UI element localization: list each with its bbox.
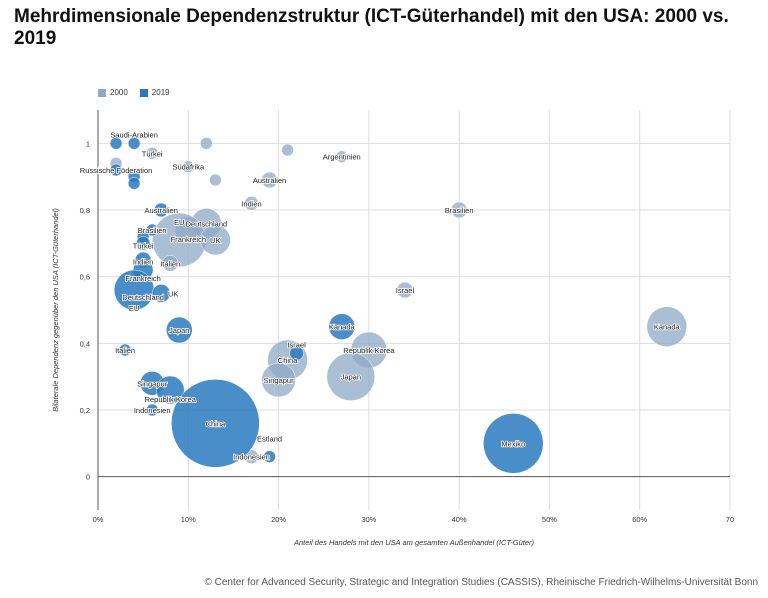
- x-tick-label: 20%: [271, 515, 286, 524]
- bubble-label: Republik Korea: [343, 346, 395, 355]
- bubble-label: Frankreich: [125, 274, 160, 283]
- bubble-label: China: [206, 419, 226, 428]
- bubble-2019: [483, 413, 544, 474]
- bubble-2000: [261, 171, 278, 189]
- legend-label-2019: 2019: [151, 88, 170, 97]
- bubble-label: Italien: [160, 259, 180, 268]
- x-tick-label: 70: [726, 515, 734, 524]
- bubble-label: Indonesien: [134, 406, 171, 415]
- bubble-label: UK: [210, 236, 220, 245]
- bubble-2019: [155, 375, 185, 405]
- bubble-2019: [289, 346, 304, 361]
- legend-swatch-2000: [98, 88, 106, 97]
- bubble-label: Saudi-Arabien: [110, 130, 158, 139]
- bubble-label: Deutschland: [122, 293, 164, 302]
- x-tick-label: 10%: [181, 515, 196, 524]
- bubble-label: Kanada: [329, 323, 356, 332]
- bubble-label: Singapur: [264, 376, 295, 385]
- chart-title: Mehrdimensionale Dependenzstruktur (ICT-…: [14, 6, 729, 49]
- bubble-label: Argentinien: [323, 153, 361, 162]
- bubble-2000: [200, 137, 213, 150]
- y-tick-label: 0,8: [80, 206, 90, 215]
- legend: 2000 2019: [98, 88, 170, 97]
- bubble-label: Indien: [133, 257, 153, 266]
- bubble-2000: [244, 196, 259, 211]
- bubble-2019: [127, 137, 141, 150]
- bubble-2000: [161, 255, 179, 272]
- bubble-2019: [127, 177, 141, 190]
- bubble-label: Russische Föderation: [80, 166, 153, 175]
- bubble-label: China: [278, 356, 298, 365]
- bubble-2019: [166, 316, 193, 344]
- bubble-label: Deutschland: [185, 219, 227, 228]
- bubble-label: Brasilien: [138, 226, 167, 235]
- bubble-label: Japan: [341, 373, 361, 382]
- bubble-chart: 0% 10% 20% 30% 40% 50% 60% 70 0 0,2 0,4 0,6 0,8 1 Arg…: [51, 110, 734, 547]
- bubble-label: Türkei: [133, 242, 154, 251]
- bubble-label: Kanada: [654, 323, 681, 332]
- y-tick-label: 1: [86, 139, 90, 148]
- bubble-label: Südafrika: [172, 163, 205, 172]
- x-axis-label: Anteil des Handels mit den USA am gesamt…: [293, 538, 535, 547]
- x-tick-label: 50%: [542, 515, 557, 524]
- bubble-2019: [151, 284, 171, 303]
- bubble-label: Italien: [115, 346, 135, 355]
- bubble-2000: [209, 173, 222, 187]
- bubble-label: Australien: [253, 176, 286, 185]
- bubble-label: Australien: [145, 206, 178, 215]
- bubble-2019: [328, 313, 356, 340]
- bubble-2000: [396, 281, 414, 299]
- bubble-label: Indonesien: [233, 453, 270, 462]
- bubble-2019: [145, 403, 159, 417]
- bubble-label: EU: [174, 218, 184, 227]
- x-tick-label: 60%: [632, 515, 647, 524]
- bubble-2000: [326, 352, 376, 401]
- bubble-label: EU: [129, 304, 139, 313]
- bubble-label: UK: [168, 289, 178, 298]
- x-tick-label: 0%: [93, 515, 104, 524]
- bubble-2019: [109, 163, 123, 177]
- bubble-label: Frankreich: [171, 235, 206, 244]
- copyright-footer: © Center for Advanced Security, Strategi…: [204, 577, 758, 588]
- bubble-label: Mexiko: [501, 439, 525, 448]
- legend-label-2000: 2000: [110, 88, 128, 97]
- bubble-2000: [450, 201, 468, 219]
- bubble-2019: [135, 236, 151, 251]
- legend-item-2000[interactable]: 2000: [98, 88, 128, 97]
- bubble-label: Türkei: [142, 149, 163, 158]
- bubble-label: Republik Korea: [145, 395, 197, 404]
- bubble-2000: [281, 143, 294, 157]
- y-axis-label: Bilaterale Dependenz gegenüber den USA (…: [51, 208, 60, 412]
- bubble-2000: [182, 160, 195, 173]
- bubble-label: Brasilien: [445, 206, 474, 215]
- legend-item-2019[interactable]: 2019: [139, 88, 170, 97]
- bubble-2019: [118, 343, 132, 357]
- bubble-2000: [335, 150, 349, 163]
- bubble-2000: [261, 362, 296, 398]
- bubble-2019: [153, 202, 169, 218]
- x-tick-label: 40%: [452, 515, 467, 524]
- bubble-2019: [171, 379, 260, 468]
- bubble-label: Estland: [257, 435, 282, 444]
- bubble-2019: [145, 223, 159, 237]
- bubble-label: Israel: [396, 286, 415, 295]
- y-tick-label: 0: [86, 473, 90, 482]
- bubble-label: Singapur: [137, 379, 168, 388]
- bubble-2019: [109, 137, 123, 150]
- legend-swatch-2019: [139, 88, 148, 97]
- bubble-label: Indien: [241, 199, 261, 208]
- bubble-2000: [145, 147, 159, 160]
- bubble-label: Japan: [169, 326, 189, 335]
- bubble-2019: [263, 450, 276, 463]
- bubble-label: Israel: [287, 340, 306, 349]
- bubble-2000: [200, 224, 231, 256]
- x-tick-label: 30%: [361, 515, 376, 524]
- y-tick-label: 0,6: [80, 273, 90, 282]
- y-tick-label: 0,4: [80, 339, 90, 348]
- y-tick-label: 0,2: [80, 406, 90, 415]
- bubble-2000: [646, 306, 688, 347]
